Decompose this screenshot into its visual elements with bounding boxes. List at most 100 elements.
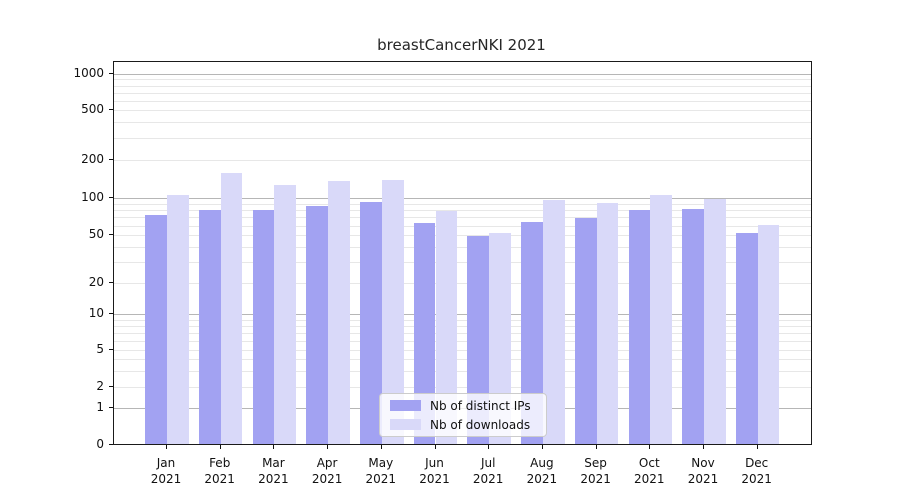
legend-entry-distinct-ips: Nb of distinct IPs [388, 396, 538, 415]
legend-swatch-distinct-ips [390, 400, 421, 411]
x-axis-tick-label: May 2021 [365, 455, 397, 486]
y-axis-tick-label: 20 [88, 274, 104, 289]
bar-distinct-ips-aug [521, 221, 543, 444]
x-axis-tick [434, 444, 436, 449]
gridline-major [114, 198, 811, 200]
bar-distinct-ips-jun [413, 223, 436, 444]
x-axis-tick-label: Apr 2021 [311, 455, 343, 486]
bar-downloads-mar [274, 185, 297, 444]
gridline-major [114, 314, 811, 316]
y-axis-tick [109, 407, 113, 409]
x-axis-tick-label: Feb 2021 [204, 455, 235, 486]
y-axis-tick-label: 0 [96, 436, 104, 451]
gridline-minor [114, 79, 811, 81]
bar-downloads-nov [704, 198, 726, 444]
gridline-minor [114, 225, 811, 227]
x-axis-tick [166, 444, 167, 449]
x-axis-tick-label: Jul 2021 [472, 455, 504, 486]
y-axis-tick [109, 158, 113, 160]
x-axis-tick [327, 444, 329, 449]
gridline-minor [114, 92, 811, 94]
bar-distinct-ips-mar [252, 210, 275, 444]
chart-title: breastCancerNKI 2021 [377, 36, 546, 54]
y-axis-tick [109, 348, 113, 350]
bar-downloads-dec [757, 225, 780, 444]
gridline-minor [114, 359, 811, 360]
x-axis-tick [488, 444, 490, 449]
x-axis-tick [595, 444, 597, 449]
plot-area: Nb of distinct IPs Nb of downloads [113, 61, 812, 445]
gridline-minor [114, 203, 811, 205]
gridline-minor [114, 100, 811, 102]
bar-downloads-sep [596, 203, 619, 444]
y-axis-tick-label: 500 [81, 102, 104, 116]
y-axis-tick-label: 50 [88, 227, 104, 242]
gridline-minor [114, 122, 811, 124]
gridline-minor [114, 235, 811, 237]
x-axis-tick [756, 444, 758, 449]
gridline-minor [114, 319, 811, 321]
gridline-minor [114, 137, 811, 139]
gridline-minor [114, 210, 811, 212]
bar-downloads-apr [328, 181, 350, 444]
x-axis-tick [380, 444, 382, 449]
legend-swatch-downloads [390, 419, 421, 430]
x-axis-tick-label: Jan 2021 [150, 455, 182, 486]
bar-downloads-oct [650, 195, 673, 444]
x-axis-tick-label: Aug 2021 [526, 455, 558, 486]
bar-distinct-ips-jul [467, 235, 490, 444]
x-axis-tick-label: Sep 2021 [580, 455, 611, 486]
x-axis-tick-label: Jun 2021 [419, 455, 450, 486]
bar-downloads-jul [489, 232, 511, 444]
legend-entry-downloads: Nb of downloads [388, 415, 538, 434]
y-axis-tick-label: 1000 [73, 66, 104, 80]
y-axis-tick [109, 197, 113, 199]
gridline-minor [114, 340, 811, 342]
gridline-minor [114, 217, 811, 219]
y-axis-tick-label: 1 [96, 400, 104, 415]
y-axis-tick [109, 443, 113, 445]
y-axis-tick [109, 281, 113, 283]
gridline-minor [114, 387, 811, 388]
y-axis-tick-label: 2 [96, 379, 104, 393]
bar-distinct-ips-jan [145, 215, 167, 444]
bar-distinct-ips-sep [574, 217, 597, 444]
y-axis-tick [109, 386, 113, 387]
x-axis-tick [273, 444, 275, 449]
x-axis-tick [703, 444, 704, 449]
x-axis-tick-label: Nov 2021 [687, 455, 719, 486]
legend-label-distinct-ips: Nb of distinct IPs [430, 398, 531, 413]
bar-downloads-jun [435, 211, 458, 444]
gridline-minor [114, 110, 811, 111]
x-axis-tick-label: Dec 2021 [741, 455, 772, 486]
bar-downloads-may [381, 179, 404, 444]
gridline-minor [114, 282, 811, 284]
x-axis-tick-label: Mar 2021 [258, 455, 289, 486]
gridline-minor [114, 325, 811, 327]
y-axis-tick [109, 313, 113, 315]
x-axis-tick [219, 444, 221, 449]
gridline-minor [114, 349, 811, 351]
y-axis-tick-label: 5 [96, 341, 104, 356]
gridline-major [114, 74, 811, 75]
legend: Nb of distinct IPs Nb of downloads [379, 393, 547, 437]
y-axis-tick-label: 10 [88, 306, 104, 321]
bar-distinct-ips-nov [682, 209, 704, 444]
y-axis-tick [109, 234, 113, 236]
bar-downloads-feb [220, 172, 243, 444]
bar-distinct-ips-dec [735, 232, 758, 444]
y-axis-tick [109, 109, 113, 110]
gridline-minor [114, 370, 811, 372]
gridline-minor [114, 332, 811, 334]
gridline-minor [114, 261, 811, 263]
bar-distinct-ips-may [360, 201, 382, 444]
bar-distinct-ips-feb [198, 210, 221, 444]
y-axis-tick-label: 200 [81, 151, 104, 166]
bar-downloads-aug [542, 199, 565, 444]
x-axis-tick-label: Oct 2021 [634, 455, 665, 486]
x-axis-tick [541, 444, 543, 449]
bar-distinct-ips-oct [628, 209, 651, 444]
gridline-minor [114, 159, 811, 161]
bar-downloads-jan [167, 195, 189, 444]
